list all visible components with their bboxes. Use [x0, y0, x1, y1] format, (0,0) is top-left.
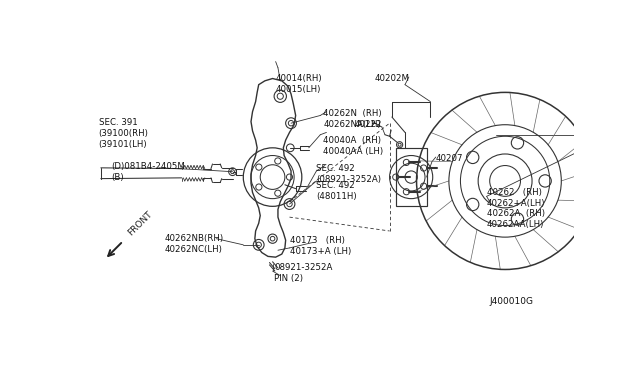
Text: 40040A  (RH)
40040AA (LH): 40040A (RH) 40040AA (LH): [323, 135, 383, 155]
Text: 40222: 40222: [354, 120, 381, 129]
Text: 40202M: 40202M: [374, 74, 409, 83]
Text: (D)081B4-2405M
(B): (D)081B4-2405M (B): [111, 162, 185, 182]
Text: SEC. 492
(08921-3252A): SEC. 492 (08921-3252A): [316, 164, 381, 184]
Text: FRONT: FRONT: [126, 210, 154, 238]
Text: J400010G: J400010G: [490, 297, 534, 306]
Text: 40262   (RH)
40262+A(LH): 40262 (RH) 40262+A(LH): [486, 188, 545, 208]
Text: 40262NB(RH)
40262NC(LH): 40262NB(RH) 40262NC(LH): [164, 234, 224, 254]
Text: 40262A  (RH)
40262AA(LH): 40262A (RH) 40262AA(LH): [486, 209, 545, 229]
Text: 40262N  (RH)
40262NA(LH): 40262N (RH) 40262NA(LH): [323, 109, 382, 129]
Text: 08921-3252A
PIN (2): 08921-3252A PIN (2): [274, 263, 332, 283]
Text: 40014(RH)
40015(LH): 40014(RH) 40015(LH): [276, 74, 323, 94]
Text: SEC. 492
(48011H): SEC. 492 (48011H): [316, 181, 357, 201]
Text: 40173   (RH)
40173+A (LH): 40173 (RH) 40173+A (LH): [289, 235, 351, 256]
Text: 40207: 40207: [436, 154, 463, 163]
Text: SEC. 391
(39100(RH)
(39101(LH): SEC. 391 (39100(RH) (39101(LH): [99, 118, 148, 149]
